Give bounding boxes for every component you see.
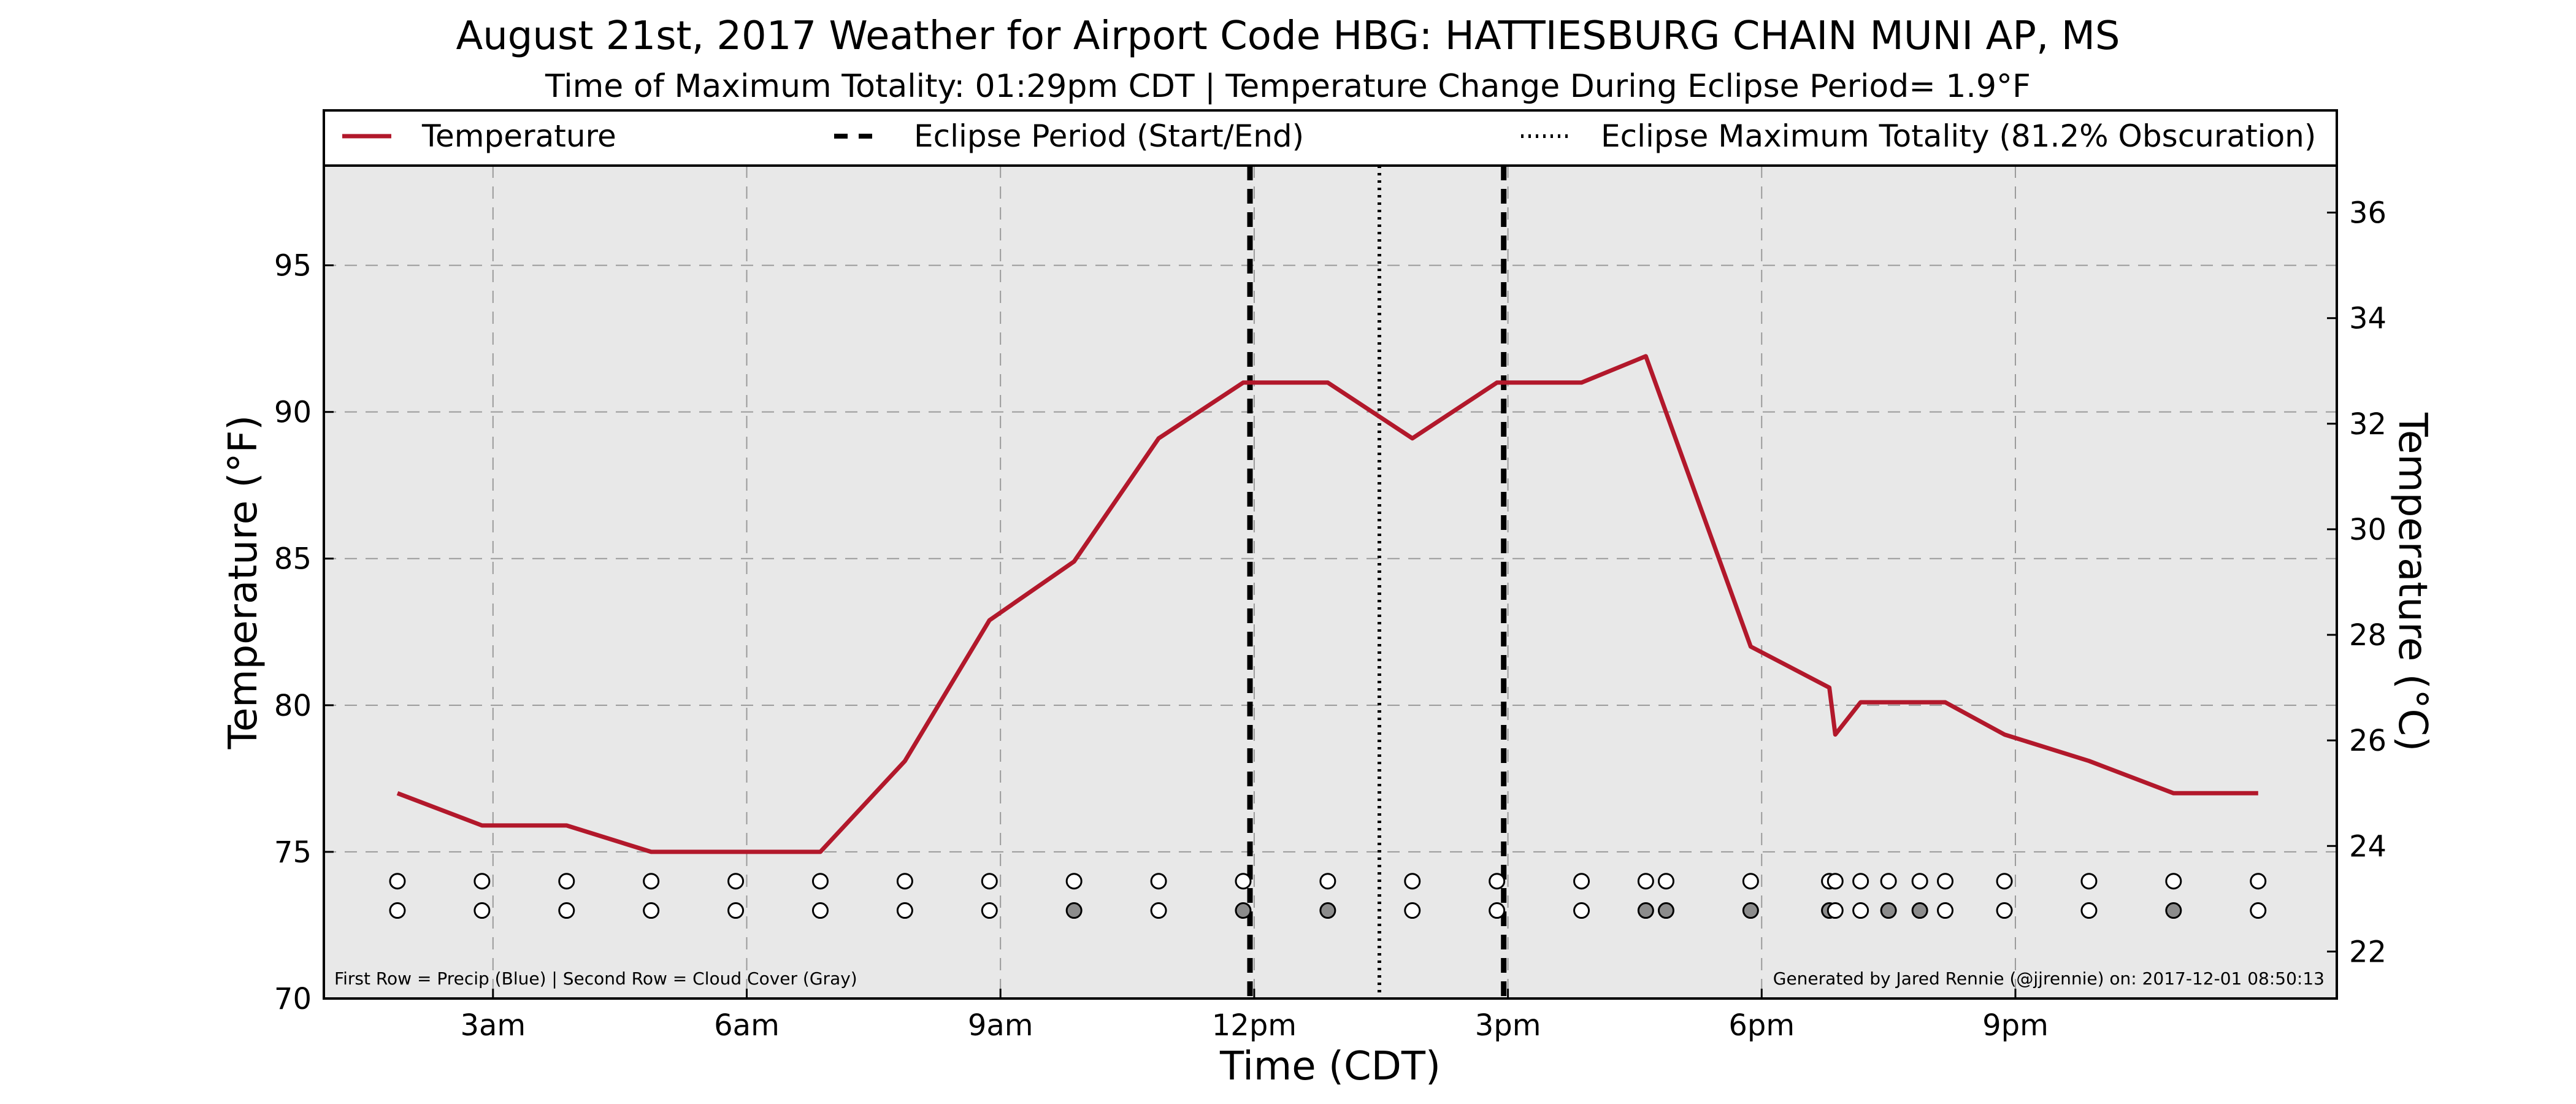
cloud-cover-marker: [1319, 902, 1336, 919]
cloud-cover-marker: [811, 902, 829, 919]
cloud-cover-marker: [389, 902, 406, 919]
series-layer: [396, 354, 2258, 854]
plot-area: [324, 166, 2337, 999]
precip-marker: [1150, 873, 1167, 890]
cloud-cover-marker: [1065, 902, 1083, 919]
cloud-cover-marker: [643, 902, 660, 919]
precip-marker: [1742, 873, 1759, 890]
precip-marker: [1404, 873, 1421, 890]
footnote-right: Generated by Jared Rennie (@jjrennie) on…: [1773, 968, 2325, 989]
marker-rows: [389, 873, 2267, 919]
cloud-cover-marker: [1235, 902, 1252, 919]
precip-marker: [1235, 873, 1252, 890]
cloud-cover-marker: [1637, 902, 1654, 919]
precip-marker: [1637, 873, 1654, 890]
cloud-cover-marker: [1827, 902, 1844, 919]
legend-label-eclipse-max: Eclipse Maximum Totality (81.2% Obscurat…: [1601, 118, 2316, 154]
cloud-cover-marker: [2165, 902, 2182, 919]
legend-label-eclipse-period: Eclipse Period (Start/End): [914, 118, 1304, 154]
precip-marker: [1996, 873, 2013, 890]
legend-label-temperature: Temperature: [421, 118, 616, 154]
y-tick-label-right: 32: [2349, 407, 2386, 442]
eclipse-lines: [1247, 166, 1507, 999]
y-tick-label-left: 95: [274, 249, 312, 283]
y-tick-label-right: 26: [2349, 724, 2386, 758]
y-axis-label-right: Temperature (°C): [2390, 412, 2435, 751]
chart-subtitle: Time of Maximum Totality: 01:29pm CDT | …: [545, 68, 2031, 105]
legend-box: [323, 109, 2338, 167]
cloud-cover-marker: [1742, 902, 1759, 919]
y-axis-ticks-right: 22 24 26 28 30 32 34 36: [2327, 196, 2386, 969]
cloud-cover-marker: [727, 902, 745, 919]
footnote-left: First Row = Precip (Blue) | Second Row =…: [334, 968, 857, 989]
cloud-cover-marker: [1573, 902, 1590, 919]
precip-marker: [1489, 873, 1506, 890]
y-tick-label-right: 36: [2349, 196, 2386, 231]
precip-marker: [643, 873, 660, 890]
series-line-temperature: [396, 354, 2258, 854]
precip-marker: [473, 873, 491, 890]
x-tick-label: 6pm: [1728, 1008, 1795, 1043]
x-tick-label: 9am: [968, 1008, 1033, 1043]
precip-marker: [811, 873, 829, 890]
precip-marker: [727, 873, 745, 890]
x-tick-label: 3am: [460, 1008, 526, 1043]
cloud-cover-marker: [1404, 902, 1421, 919]
y-tick-label-left: 90: [274, 396, 312, 430]
precip-marker: [1657, 873, 1674, 890]
y-tick-label-right: 30: [2349, 513, 2386, 547]
precip-marker: [2080, 873, 2098, 890]
cloud-cover-marker: [1489, 902, 1506, 919]
precip-marker: [1065, 873, 1083, 890]
x-tick-label: 12pm: [1212, 1008, 1297, 1043]
y-tick-label-right: 24: [2349, 829, 2386, 864]
cloud-cover-marker: [896, 902, 913, 919]
precip-marker: [1319, 873, 1336, 890]
y-tick-label-right: 28: [2349, 618, 2386, 653]
x-axis-label: Time (CDT): [1219, 1044, 1441, 1089]
y-tick-label-left: 80: [274, 689, 312, 723]
precip-marker: [1852, 873, 1869, 890]
precip-marker: [1880, 873, 1897, 890]
cloud-cover-marker: [1150, 902, 1167, 919]
precip-marker: [2165, 873, 2182, 890]
legend: Temperature Eclipse Period (Start/End) E…: [323, 109, 2338, 167]
cloud-cover-marker: [2080, 902, 2098, 919]
cloud-cover-marker: [1880, 902, 1897, 919]
cloud-cover-marker: [1937, 902, 1954, 919]
precip-marker: [558, 873, 575, 890]
cloud-cover-marker: [558, 902, 575, 919]
cloud-cover-marker: [1996, 902, 2013, 919]
cloud-cover-marker: [1911, 902, 1928, 919]
y-tick-label-right: 34: [2349, 302, 2386, 336]
y-axis-ticks-left: 70 75 80 85 90 95: [274, 249, 334, 1016]
x-tick-label: 6am: [714, 1008, 780, 1043]
precip-marker: [896, 873, 913, 890]
cloud-cover-marker: [1657, 902, 1674, 919]
precip-marker: [1937, 873, 1954, 890]
y-tick-label-left: 70: [274, 982, 312, 1016]
y-tick-label-right: 22: [2349, 935, 2386, 969]
y-axis-label-left: Temperature (°F): [221, 415, 266, 750]
cloud-cover-marker: [473, 902, 491, 919]
cloud-cover-marker: [981, 902, 998, 919]
precip-marker: [981, 873, 998, 890]
precip-marker: [389, 873, 406, 890]
y-tick-label-left: 75: [274, 835, 312, 870]
x-tick-label: 3pm: [1475, 1008, 1541, 1043]
chart-title: August 21st, 2017 Weather for Airport Co…: [456, 13, 2120, 59]
precip-marker: [1573, 873, 1590, 890]
y-tick-label-left: 85: [274, 542, 312, 577]
precip-marker: [2250, 873, 2267, 890]
x-axis-ticks: 3am 6am 9am 12pm 3pm 6pm 9pm: [460, 989, 2049, 1043]
precip-marker: [1827, 873, 1844, 890]
x-tick-label: 9pm: [1982, 1008, 2049, 1043]
cloud-cover-marker: [2250, 902, 2267, 919]
precip-marker: [1911, 873, 1928, 890]
cloud-cover-marker: [1852, 902, 1869, 919]
